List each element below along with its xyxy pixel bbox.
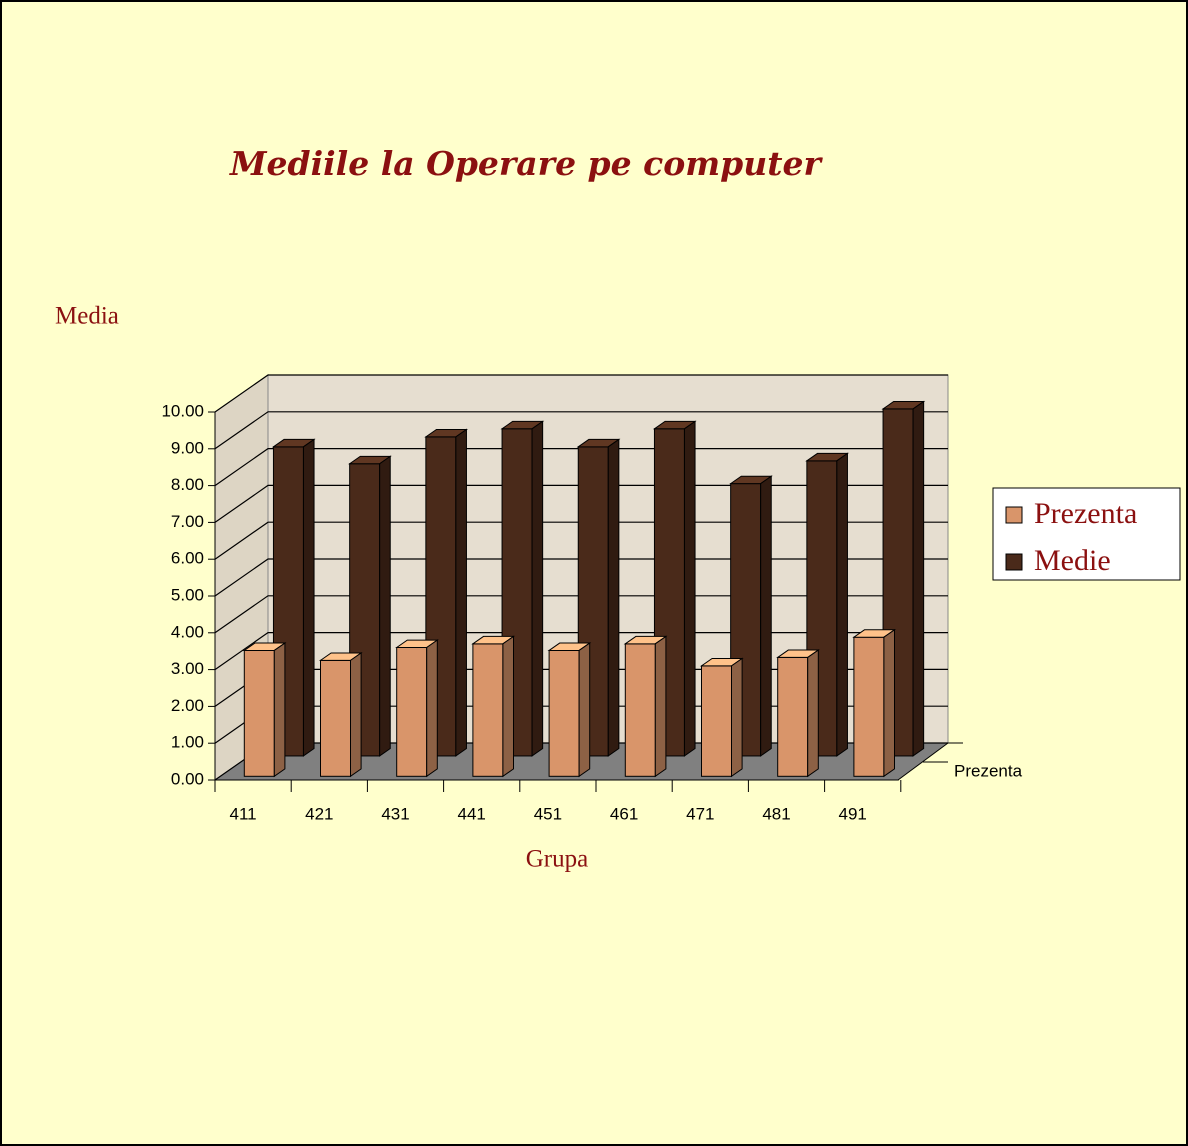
bar-side (607, 438, 620, 757)
bar-side (654, 635, 667, 778)
x-tick-label: 481 (762, 804, 790, 823)
grid-line (214, 631, 948, 671)
bar-side (531, 420, 544, 757)
y-tick-label: 3.00 (171, 659, 204, 678)
bar (852, 628, 897, 778)
bar-front (548, 649, 580, 777)
bar-front (320, 659, 351, 777)
bar (729, 475, 773, 757)
bar-front (777, 656, 809, 777)
bar-side (836, 452, 848, 757)
y-tick-label: 0.00 (171, 769, 204, 788)
legend-swatch (1005, 506, 1023, 524)
bar-side (379, 455, 391, 757)
y-tick-label: 9.00 (171, 438, 204, 457)
bar-side (350, 652, 362, 778)
bar-front (396, 647, 428, 777)
grid-line (214, 521, 948, 560)
bar-side (455, 428, 467, 757)
x-tick-label: 491 (839, 804, 867, 823)
bar (471, 635, 516, 778)
y-tick-label: 8.00 (171, 475, 204, 494)
depth-label: Prezenta (954, 761, 1023, 780)
legend-label: Prezenta (1034, 497, 1137, 530)
x-tick-label: 471 (686, 804, 714, 823)
y-tick-label: 2.00 (171, 696, 204, 715)
grid-line (214, 595, 948, 634)
y-tick-label: 4.00 (171, 622, 204, 641)
bar-side (578, 642, 591, 778)
legend-label: Medie (1034, 544, 1111, 577)
bar-side (302, 438, 315, 757)
x-axis-label: Grupa (526, 846, 588, 873)
grid-line (214, 448, 948, 487)
x-tick-label: 461 (610, 804, 638, 823)
bar (776, 649, 820, 778)
y-tick-label: 6.00 (171, 549, 204, 568)
grid-line (214, 411, 948, 450)
bar-side (426, 639, 438, 778)
x-tick-label: 451 (534, 804, 562, 823)
grid-line (214, 484, 948, 523)
bar (623, 635, 668, 778)
bar-side (502, 635, 514, 778)
bar-side (273, 642, 286, 778)
bar-side (760, 475, 772, 757)
y-tick-label: 7.00 (171, 512, 204, 531)
bar (699, 657, 744, 778)
bar (652, 420, 697, 757)
bar (500, 420, 545, 757)
bar (395, 639, 439, 778)
bar-front (624, 643, 656, 777)
chart-title: Mediile la Operare pe computer (229, 144, 823, 183)
x-tick-label: 411 (230, 804, 257, 823)
bar (242, 642, 287, 778)
bar (547, 642, 592, 778)
x-tick-label: 421 (305, 804, 333, 823)
x-tick-label: 441 (458, 804, 486, 823)
bar-side (731, 657, 743, 778)
bar-front (243, 649, 275, 777)
bar-side (883, 628, 895, 778)
bar-side (912, 400, 925, 757)
bar (318, 652, 363, 778)
x-tick-label: 431 (381, 804, 409, 823)
bar-front (701, 665, 732, 777)
y-axis-label: Media (55, 303, 119, 330)
y-tick-label: 10.00 (161, 401, 204, 420)
bar-side (683, 420, 696, 757)
grid-line (214, 374, 948, 413)
legend-box (992, 487, 1181, 581)
y-tick-label: 1.00 (171, 733, 204, 752)
bar-side (807, 649, 819, 778)
grid-line (214, 558, 948, 597)
bar-front (472, 643, 504, 777)
y-tick-label: 5.00 (171, 585, 204, 604)
legend-swatch (1005, 553, 1023, 571)
bar-front (853, 636, 885, 777)
